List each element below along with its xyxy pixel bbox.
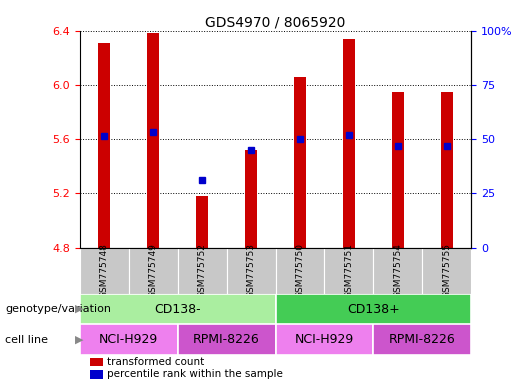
Bar xyxy=(373,324,471,355)
Text: GSM775754: GSM775754 xyxy=(393,243,402,298)
Bar xyxy=(147,33,159,248)
Text: percentile rank within the sample: percentile rank within the sample xyxy=(107,369,283,379)
Bar xyxy=(196,196,208,248)
Bar xyxy=(324,248,373,294)
Text: RPMI-8226: RPMI-8226 xyxy=(389,333,456,346)
Text: RPMI-8226: RPMI-8226 xyxy=(193,333,260,346)
Bar xyxy=(373,248,422,294)
Text: GSM775753: GSM775753 xyxy=(247,243,255,298)
Bar xyxy=(80,248,129,294)
Bar xyxy=(441,92,453,248)
Text: NCI-H929: NCI-H929 xyxy=(99,333,159,346)
Bar xyxy=(294,77,306,248)
Bar xyxy=(245,150,257,248)
Text: GSM775749: GSM775749 xyxy=(149,243,158,298)
Text: CD138+: CD138+ xyxy=(347,303,400,316)
Text: ▶: ▶ xyxy=(75,304,83,314)
Bar xyxy=(80,294,276,324)
Bar xyxy=(392,92,404,248)
Bar xyxy=(178,324,276,355)
Bar xyxy=(98,43,110,248)
Bar xyxy=(276,248,324,294)
Text: transformed count: transformed count xyxy=(107,357,204,367)
Text: cell line: cell line xyxy=(5,335,48,345)
Text: GSM775752: GSM775752 xyxy=(198,243,207,298)
Text: GSM775751: GSM775751 xyxy=(345,243,353,298)
Text: ▶: ▶ xyxy=(75,335,83,345)
Bar xyxy=(80,324,178,355)
Bar xyxy=(178,248,227,294)
Text: GSM775750: GSM775750 xyxy=(296,243,304,298)
Bar xyxy=(227,248,276,294)
Text: GSM775755: GSM775755 xyxy=(442,243,451,298)
Bar xyxy=(276,294,471,324)
Text: genotype/variation: genotype/variation xyxy=(5,304,111,314)
Title: GDS4970 / 8065920: GDS4970 / 8065920 xyxy=(205,16,346,30)
Bar xyxy=(276,324,373,355)
Bar xyxy=(343,39,355,248)
Bar xyxy=(129,248,178,294)
Text: GSM775748: GSM775748 xyxy=(100,243,109,298)
Text: NCI-H929: NCI-H929 xyxy=(295,333,354,346)
Bar xyxy=(422,248,471,294)
Text: CD138-: CD138- xyxy=(154,303,201,316)
